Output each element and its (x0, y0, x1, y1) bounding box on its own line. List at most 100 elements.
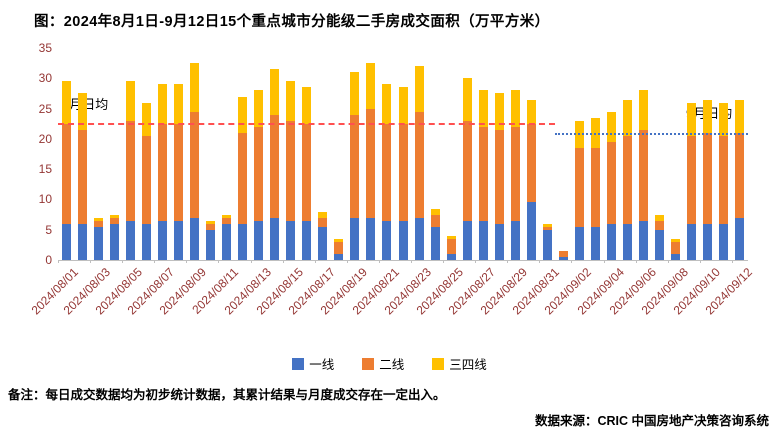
stacked-bar (591, 117, 601, 260)
stacked-bar (61, 81, 71, 260)
bar-segment-三四线 (205, 220, 215, 224)
bar-segment-一线 (558, 256, 568, 260)
bar-segment-二线 (430, 214, 440, 227)
bar-segment-二线 (558, 250, 568, 257)
x-axis-tickmark (346, 260, 348, 263)
stacked-bar (446, 235, 456, 260)
stacked-bar (125, 81, 135, 260)
bar-segment-二线 (350, 114, 360, 218)
plot-area: 8月日均 9月日均 051015202530352024/08/012024/0… (29, 41, 755, 317)
y-axis-tick-label: 5 (45, 222, 52, 237)
bar-segment-三四线 (350, 72, 360, 115)
x-axis-tickmark (475, 260, 477, 263)
bar-segment-一线 (623, 223, 633, 260)
bar-segment-三四线 (141, 102, 151, 136)
bar-segment-三四线 (173, 84, 183, 124)
x-axis-tickmark (58, 260, 59, 263)
x-axis-tickmark (635, 260, 637, 263)
bar-segment-一线 (254, 220, 264, 260)
stacked-bar (607, 111, 617, 260)
bar-segment-二线 (591, 147, 601, 227)
bar-segment-二线 (205, 223, 215, 230)
y-axis-tick-label: 30 (38, 71, 52, 86)
stacked-bar (221, 214, 231, 260)
x-axis-tickmark (90, 260, 92, 263)
stacked-bar (93, 217, 103, 260)
stacked-bar (623, 99, 633, 260)
stacked-bar (254, 90, 264, 260)
bar-segment-二线 (639, 129, 649, 221)
y-axis-tick-label: 25 (38, 101, 52, 116)
bar-segment-二线 (61, 123, 71, 224)
bar-segment-一线 (157, 220, 167, 260)
bar-segment-一线 (607, 223, 617, 260)
bar-segment-二线 (141, 135, 151, 224)
bar-segment-三四线 (510, 90, 520, 127)
bar-segment-三四线 (703, 99, 713, 133)
bar-segment-一线 (270, 217, 280, 260)
bar-segment-二线 (526, 123, 536, 203)
y-axis-tick-label: 20 (38, 131, 52, 146)
x-axis-tickmark (411, 260, 413, 263)
bar-segment-三四线 (478, 90, 488, 127)
bar-segment-一线 (735, 217, 745, 260)
bar-segment-二线 (510, 126, 520, 221)
bar-segment-二线 (302, 123, 312, 221)
reference-line (58, 122, 556, 125)
bar-segment-三四线 (446, 235, 456, 239)
tier1-swatch-icon (292, 357, 305, 370)
y-axis-tick-label: 10 (38, 192, 52, 207)
x-axis-tickmark (122, 260, 124, 263)
bar-segment-一线 (655, 229, 665, 260)
bar-segment-三四线 (542, 223, 552, 227)
stacked-bar (318, 211, 328, 260)
bar-segment-二线 (398, 123, 408, 221)
legend-item-tier1: 一线 (292, 354, 334, 373)
bar-segment-二线 (607, 141, 617, 224)
bar-segment-三四线 (318, 211, 328, 218)
bar-segment-一线 (286, 220, 296, 260)
bar-segment-三四线 (526, 99, 536, 124)
bar-segment-一线 (446, 253, 456, 260)
bar-segment-一线 (382, 220, 392, 260)
bar-segment-三四线 (607, 111, 617, 142)
bar-segment-一线 (526, 202, 536, 260)
bar-segment-二线 (286, 120, 296, 221)
stacked-bar (334, 238, 344, 260)
chart-title: 图：2024年8月1日-9月12日15个重点城市分能级二手房成交面积（万平方米） (34, 14, 550, 30)
data-source: 数据来源：CRIC 中国房地产决策咨询系统 (534, 414, 769, 428)
bar-segment-二线 (77, 129, 87, 224)
bar-segment-一线 (366, 217, 376, 260)
stacked-bar (109, 214, 119, 260)
tier34-swatch-icon (432, 357, 445, 370)
bar-segment-三四线 (494, 93, 504, 130)
stacked-bar (735, 99, 745, 260)
stacked-bar (141, 102, 151, 260)
stacked-bar (366, 63, 376, 260)
bar-segment-三四线 (286, 81, 296, 121)
x-axis-tickmark (154, 260, 156, 263)
x-axis-tickmark (443, 260, 445, 263)
stacked-bar (205, 220, 215, 260)
stacked-bar (350, 72, 360, 260)
stacked-bar (655, 214, 665, 260)
bar-segment-二线 (478, 126, 488, 221)
bar-segment-二线 (703, 132, 713, 224)
bar-segment-一线 (93, 226, 103, 260)
x-axis-tickmark (539, 260, 541, 263)
stacked-bar (494, 93, 504, 260)
bar-segment-三四线 (414, 66, 424, 112)
bar-segment-二线 (109, 217, 119, 224)
bar-segment-一线 (494, 223, 504, 260)
y-axis-tick-label: 15 (38, 162, 52, 177)
bar-segment-二线 (462, 120, 472, 221)
bar-segment-二线 (735, 132, 745, 218)
bar-segment-一线 (350, 217, 360, 260)
bar-segment-二线 (157, 123, 167, 221)
stacked-bar (703, 99, 713, 260)
x-axis-tickmark (186, 260, 188, 263)
bar-segment-二线 (189, 111, 199, 218)
legend-label-tier1: 一线 (309, 358, 335, 372)
x-axis-tickmark (250, 260, 252, 263)
tier2-swatch-icon (362, 357, 375, 370)
